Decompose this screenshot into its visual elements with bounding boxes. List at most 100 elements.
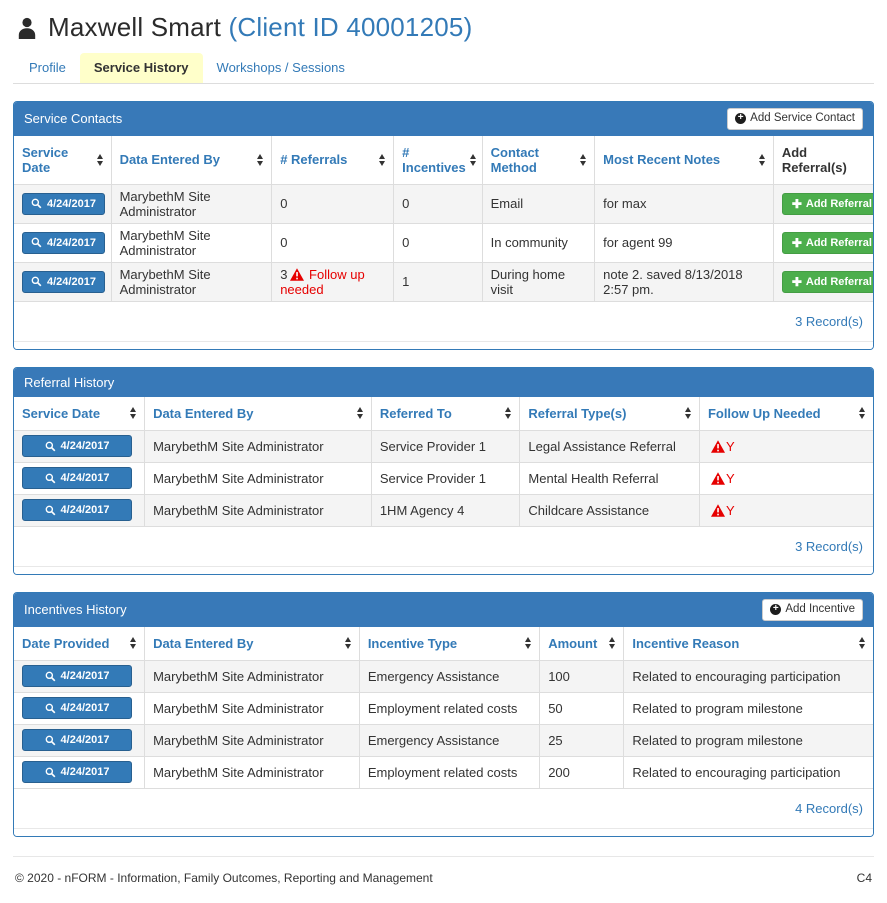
panel-title: Incentives History xyxy=(24,602,127,618)
column-header[interactable]: Most Recent Notes xyxy=(594,135,774,185)
referral-type-cell: Mental Health Referral xyxy=(519,461,700,495)
tab-profile[interactable]: Profile xyxy=(29,60,66,75)
view-record-date-button[interactable]: 4/24/2017 xyxy=(22,270,105,293)
referral-history-heading: Referral History xyxy=(14,367,873,397)
add-service-contact-button[interactable]: + Add Service Contact xyxy=(727,108,863,130)
service-date-cell: 4/24/2017 xyxy=(14,183,112,224)
record-count: 4 Record(s) xyxy=(14,789,873,829)
page-title: Maxwell Smart (Client ID 40001205) xyxy=(48,12,472,43)
column-header[interactable]: Contact Method xyxy=(481,135,596,185)
sort-icon xyxy=(609,637,616,650)
entered-by-cell: MarybethM Site Administrator xyxy=(144,723,360,757)
sort-icon xyxy=(130,407,137,420)
date-provided-cell: 4/24/2017 xyxy=(14,691,146,725)
view-record-date-button[interactable]: 4/24/2017 xyxy=(22,729,132,752)
view-record-date-button[interactable]: 4/24/2017 xyxy=(22,467,132,490)
column-header[interactable]: Referral Type(s) xyxy=(519,396,700,431)
add-referral-cell: ✚ Add Referral xyxy=(772,183,873,224)
entered-by-cell: MarybethM Site Administrator xyxy=(110,222,273,263)
record-count: 3 Record(s) xyxy=(14,527,873,567)
contact-method-cell: In community xyxy=(481,222,596,263)
column-header[interactable]: # Incentives xyxy=(393,135,483,185)
amount-cell: 100 xyxy=(539,659,625,693)
followup-cell: Y xyxy=(698,429,873,463)
column-header[interactable]: # Referrals xyxy=(271,135,395,185)
referred-to-cell: 1HM Agency 4 xyxy=(370,493,521,527)
entered-by-cell: MarybethM Site Administrator xyxy=(144,659,360,693)
sort-icon xyxy=(130,637,137,650)
service-contacts-table: Service Date Data Entered By # Referrals # … xyxy=(14,135,873,302)
plus-circle-icon: + xyxy=(735,112,747,124)
notes-cell: for agent 99 xyxy=(594,222,774,263)
column-header[interactable]: Service Date xyxy=(14,396,146,431)
tab-workshops-sessions[interactable]: Workshops / Sessions xyxy=(216,60,345,75)
warning-icon xyxy=(710,440,725,453)
client-name: Maxwell Smart xyxy=(48,12,222,42)
incentive-reason-cell: Related to encouraging participation xyxy=(623,659,873,693)
view-record-date-button[interactable]: 4/24/2017 xyxy=(22,192,105,215)
warning-icon xyxy=(710,504,725,517)
column-header[interactable]: Follow Up Needed xyxy=(698,396,873,431)
plus-icon: ✚ xyxy=(791,235,802,250)
amount-cell: 50 xyxy=(539,691,625,725)
service-contacts-panel: Service Contacts + Add Service Contact S… xyxy=(13,101,874,350)
column-header[interactable]: Data Entered By xyxy=(144,396,372,431)
view-record-date-button[interactable]: 4/24/2017 xyxy=(22,697,132,720)
tab-service-history[interactable]: Service History xyxy=(79,53,203,83)
service-contacts-heading: Service Contacts + Add Service Contact xyxy=(14,102,873,136)
service-date-cell: 4/24/2017 xyxy=(14,261,112,302)
column-header[interactable]: Date Provided xyxy=(14,626,146,661)
sort-icon xyxy=(758,153,765,166)
service-contact-row: 4/24/2017 MarybethM Site Administrator 0… xyxy=(14,222,873,263)
column-header[interactable]: Service Date xyxy=(14,135,112,185)
incentive-type-cell: Emergency Assistance xyxy=(358,659,541,693)
view-record-date-button[interactable]: 4/24/2017 xyxy=(22,231,105,254)
add-referral-button[interactable]: ✚ Add Referral xyxy=(781,192,873,215)
magnifier-icon xyxy=(31,199,42,209)
incentives-cell: 1 xyxy=(393,261,483,302)
service-date-cell: 4/24/2017 xyxy=(14,461,146,495)
entered-by-cell: MarybethM Site Administrator xyxy=(144,755,360,789)
sort-icon xyxy=(469,153,476,166)
column-header[interactable]: Data Entered By xyxy=(110,135,273,185)
column-header[interactable]: Incentive Reason xyxy=(623,626,873,661)
column-header[interactable]: Amount xyxy=(539,626,625,661)
incentives-history-table: Date Provided Data Entered By Incentive Ty… xyxy=(14,626,873,789)
incentive-type-cell: Emergency Assistance xyxy=(358,723,541,757)
sort-icon xyxy=(525,637,532,650)
service-date-cell: 4/24/2017 xyxy=(14,429,146,463)
followup-cell: Y xyxy=(698,461,873,495)
column-header[interactable]: Referred To xyxy=(370,396,521,431)
column-header[interactable]: Data Entered By xyxy=(144,626,360,661)
plus-icon: ✚ xyxy=(791,196,802,211)
view-record-date-button[interactable]: 4/24/2017 xyxy=(22,665,132,688)
add-incentive-button[interactable]: + Add Incentive xyxy=(762,598,863,621)
entered-by-cell: MarybethM Site Administrator xyxy=(144,493,372,527)
add-referral-button[interactable]: ✚ Add Referral xyxy=(781,231,873,254)
magnifier-icon xyxy=(45,735,55,746)
magnifier-icon xyxy=(31,238,42,248)
sort-icon xyxy=(344,637,351,650)
column-header[interactable]: Incentive Type xyxy=(358,626,541,661)
incentive-row: 4/24/2017 MarybethM Site Administrator E… xyxy=(14,755,873,789)
view-record-date-button[interactable]: 4/24/2017 xyxy=(22,761,132,784)
incentive-type-cell: Employment related costs xyxy=(358,691,541,725)
referrals-cell: 0 xyxy=(271,183,395,224)
sort-icon xyxy=(257,153,264,166)
view-record-date-button[interactable]: 4/24/2017 xyxy=(22,435,132,458)
table-head: Service Date Data Entered By Referred To Re… xyxy=(14,396,873,431)
record-count: 3 Record(s) xyxy=(14,302,873,342)
add-referral-cell: ✚ Add Referral xyxy=(772,222,873,263)
incentive-row: 4/24/2017 MarybethM Site Administrator E… xyxy=(14,723,873,757)
view-record-date-button[interactable]: 4/24/2017 xyxy=(22,499,132,522)
person-icon xyxy=(18,17,36,39)
incentive-row: 4/24/2017 MarybethM Site Administrator E… xyxy=(14,691,873,725)
warning-icon xyxy=(290,268,305,281)
incentives-cell: 0 xyxy=(393,222,483,263)
service-date-cell: 4/24/2017 xyxy=(14,222,112,263)
entered-by-cell: MarybethM Site Administrator xyxy=(144,429,372,463)
add-referral-button[interactable]: ✚ Add Referral xyxy=(781,270,873,293)
service-contact-row: 4/24/2017 MarybethM Site Administrator 3… xyxy=(14,261,873,302)
entered-by-cell: MarybethM Site Administrator xyxy=(144,691,360,725)
magnifier-icon xyxy=(45,473,55,484)
